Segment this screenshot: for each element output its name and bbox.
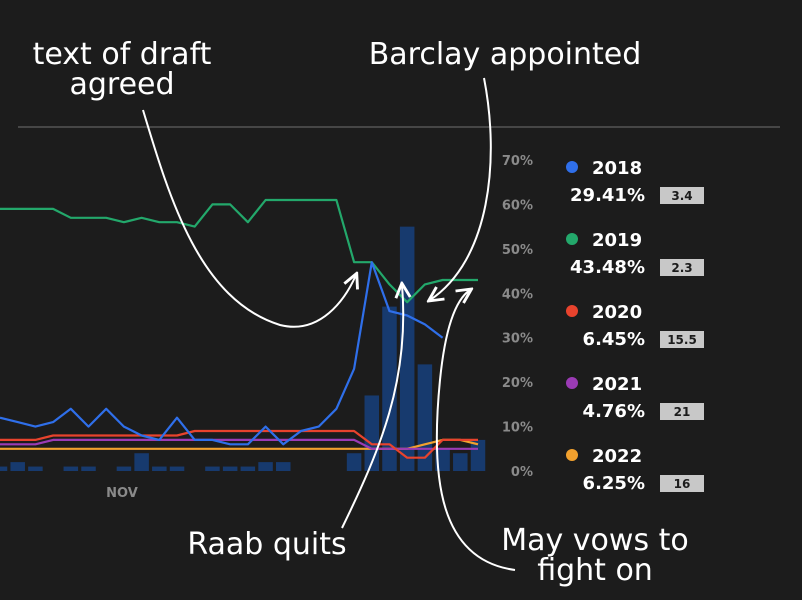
- volume-bars: [0, 226, 486, 471]
- volume-bar: [63, 466, 79, 471]
- volume-bar: [364, 395, 380, 471]
- legend-series-name: 2019: [592, 230, 642, 251]
- odds-badge: [660, 475, 704, 492]
- volume-bar: [417, 364, 433, 471]
- legend-item-2020[interactable]: 2020 6.45% 15.5: [566, 302, 704, 350]
- legend-item-2022[interactable]: 2022 6.25% 16: [566, 446, 704, 494]
- volume-bar: [0, 466, 8, 471]
- odds-badge-label: 16: [674, 477, 691, 491]
- volume-bar: [382, 306, 397, 471]
- volume-bar: [169, 466, 185, 471]
- y-tick-label: 30%: [502, 332, 533, 347]
- volume-bar: [81, 466, 96, 471]
- odds-badge-label: 3.4: [671, 189, 692, 203]
- volume-bar: [258, 462, 273, 471]
- volume-bar: [276, 462, 291, 471]
- volume-bar: [240, 466, 256, 471]
- legend-series-percent: 4.76%: [583, 401, 645, 422]
- volume-bar: [346, 453, 362, 471]
- legend-series-percent: 43.48%: [570, 257, 645, 278]
- y-tick-label: 20%: [502, 376, 533, 391]
- volume-bar: [116, 466, 132, 471]
- arrow-raab: [341, 285, 403, 529]
- legend-series-name: 2021: [592, 374, 642, 395]
- volume-bar: [453, 453, 468, 471]
- legend-dot-icon: [566, 161, 578, 173]
- volume-bar: [205, 466, 220, 471]
- y-tick-label: 10%: [502, 421, 533, 436]
- arrow-draft-agreed: [142, 109, 356, 328]
- odds-badge-label: 15.5: [667, 333, 697, 347]
- y-tick-label: 0%: [511, 465, 533, 480]
- annotation-draft-agreed-line2: agreed: [69, 67, 174, 102]
- arrow-may-vows: [435, 290, 516, 571]
- odds-badge-label: 21: [674, 405, 691, 419]
- odds-badge: [660, 259, 704, 276]
- odds-badge: [660, 187, 704, 204]
- arrow-barclay: [430, 77, 492, 300]
- legend-dot-icon: [566, 377, 578, 389]
- legend-dot-icon: [566, 449, 578, 461]
- annotation-may-vows-line1: May vows to: [501, 523, 689, 558]
- y-tick-label: 60%: [502, 198, 533, 213]
- volume-bar: [28, 466, 43, 471]
- legend-item-2018[interactable]: 2018 29.41% 3.4: [566, 158, 704, 206]
- legend-series-name: 2022: [592, 446, 642, 467]
- y-axis: 0% 10% 20% 30% 40% 50% 60% 70%: [502, 154, 533, 480]
- annotation-may-vows-line2: fight on: [537, 553, 653, 588]
- odds-badge: [660, 403, 704, 420]
- annotation-draft-agreed-line1: text of draft: [33, 37, 212, 72]
- y-tick-label: 50%: [502, 243, 533, 258]
- annotation-raab: Raab quits: [187, 527, 346, 562]
- volume-bar: [152, 466, 167, 471]
- legend-item-2021[interactable]: 2021 4.76% 21: [566, 374, 704, 422]
- x-tick-nov: NOV: [106, 486, 138, 501]
- legend-series-name: 2020: [592, 302, 642, 323]
- volume-bar: [10, 462, 25, 471]
- legend-series-percent: 6.25%: [583, 473, 645, 494]
- series-line-2021: [0, 438, 478, 450]
- odds-badge: [660, 331, 704, 348]
- legend-series-percent: 29.41%: [570, 185, 645, 206]
- legend-series-name: 2018: [592, 158, 642, 179]
- legend-item-2019[interactable]: 2019 43.48% 2.3: [566, 230, 704, 278]
- series-line-2018: [0, 261, 444, 446]
- legend-series-percent: 6.45%: [583, 329, 645, 350]
- y-tick-label: 70%: [502, 154, 533, 169]
- y-tick-label: 40%: [502, 287, 533, 302]
- series-line-2020: [0, 429, 478, 459]
- annotation-barclay: Barclay appointed: [369, 37, 642, 72]
- legend-dot-icon: [566, 305, 578, 317]
- odds-badge-label: 2.3: [671, 261, 692, 275]
- volume-bar: [134, 453, 149, 471]
- volume-bar: [435, 448, 450, 471]
- volume-bar: [222, 466, 238, 471]
- legend-dot-icon: [566, 233, 578, 245]
- volume-bar: [470, 439, 486, 471]
